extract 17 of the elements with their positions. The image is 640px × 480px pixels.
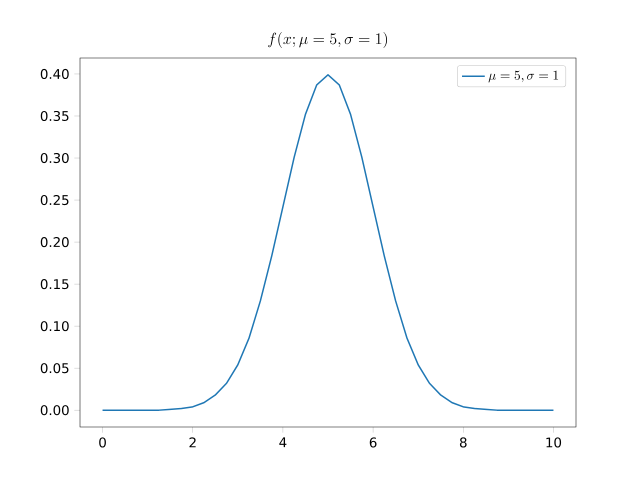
y-tick-label: 0.35	[40, 110, 68, 122]
x-tick-label: 4	[279, 437, 286, 448]
y-tick-label: 0.10	[40, 321, 69, 332]
x-tick-label: 8	[460, 437, 467, 448]
y-tick-label: 0.20	[40, 237, 69, 248]
x-tick-label: 2	[189, 437, 196, 448]
x-tick-label: 10	[546, 437, 562, 448]
legend-label: $\mu=5,\sigma=1$	[488, 70, 558, 82]
y-tick-label: 0.15	[40, 279, 68, 290]
y-tick-label: 0.30	[40, 152, 69, 164]
y-tick-label: 0.05	[40, 363, 68, 374]
x-tick-label: 6	[370, 437, 377, 448]
y-tick-label: 0.40	[40, 68, 69, 80]
x-tick-label: 0	[99, 437, 106, 448]
y-tick-label: 0.00	[40, 405, 69, 416]
y-tick-label: 0.25	[40, 194, 68, 206]
chart-title: $f(x;\mu=5,\sigma=1)$	[268, 32, 388, 48]
